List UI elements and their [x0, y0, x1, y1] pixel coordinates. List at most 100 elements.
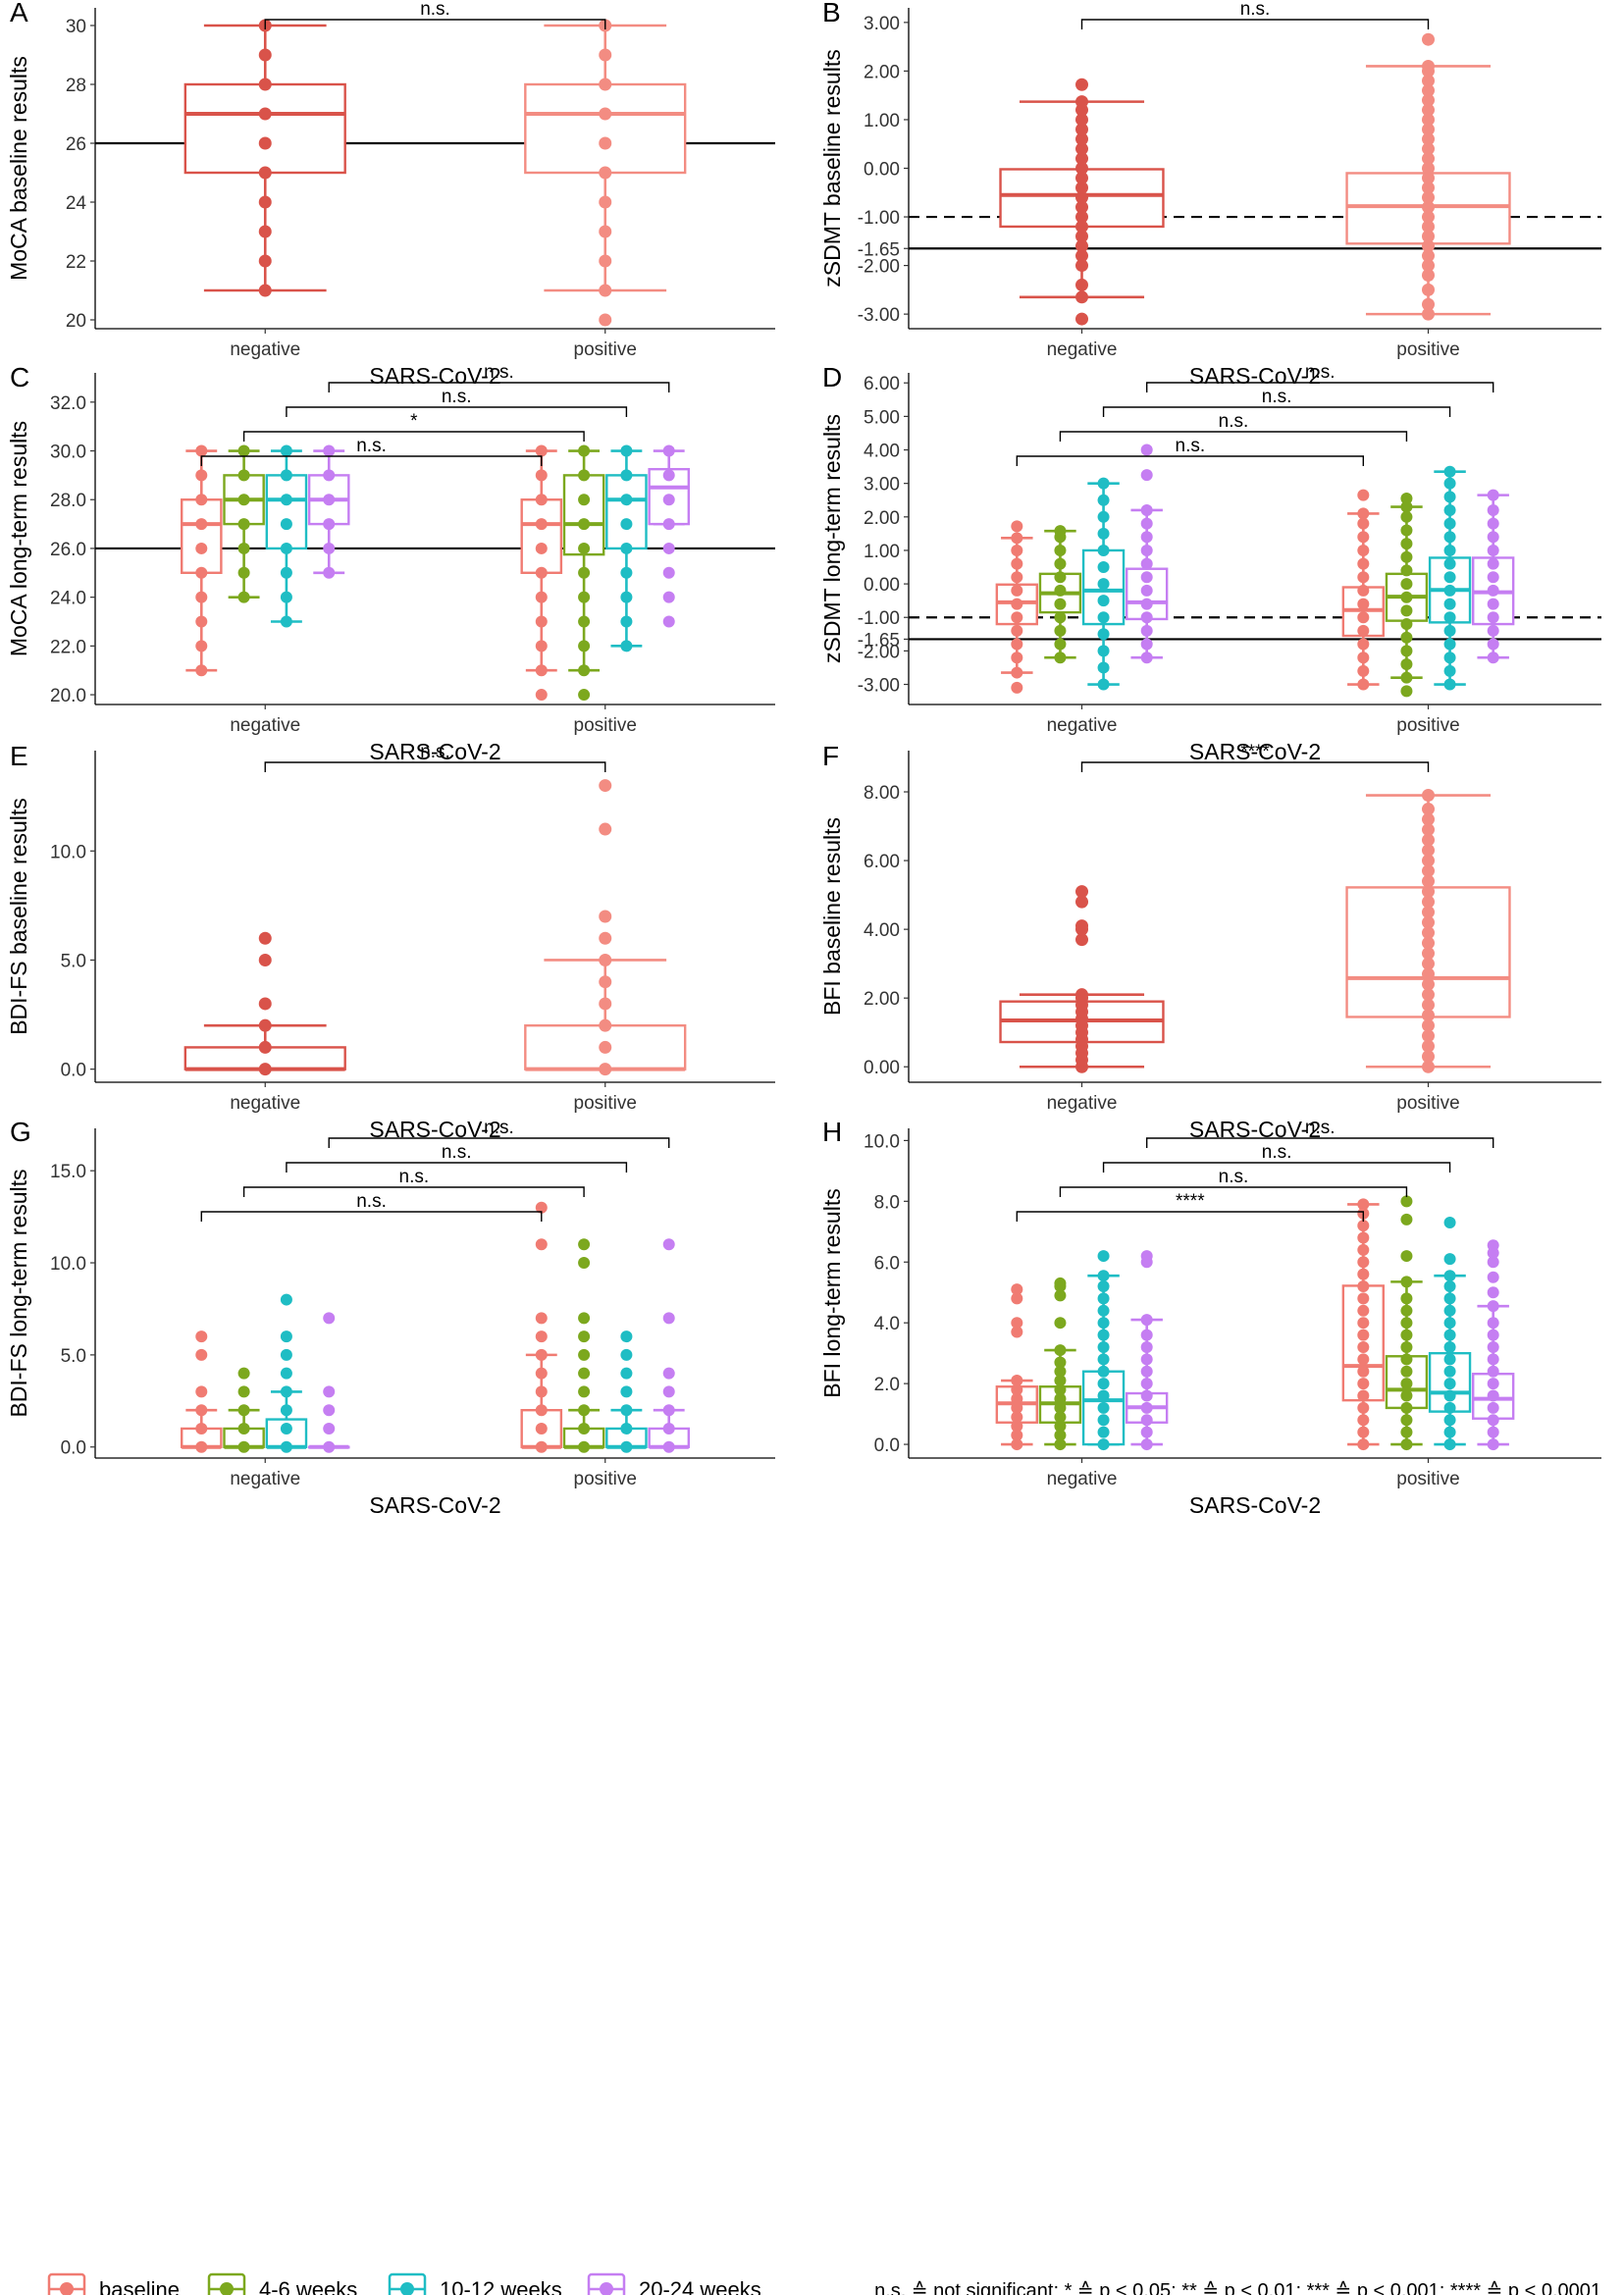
- box-negative-baseline: [999, 885, 1165, 1073]
- y-tick-label: 4.0: [874, 1314, 900, 1334]
- x-tick-label: negative: [1047, 1093, 1118, 1114]
- iqr-box: [605, 474, 648, 550]
- data-point: [1097, 611, 1110, 624]
- iqr-box: [524, 82, 687, 175]
- data-point: [1140, 1329, 1153, 1341]
- iqr-box: [562, 474, 605, 556]
- significance-bracket: n.s.: [286, 387, 628, 417]
- data-point: [1097, 1329, 1110, 1341]
- data-point: [1422, 1018, 1435, 1032]
- bracket-line: [200, 1211, 543, 1222]
- significance-bracket: n.s.: [1059, 1167, 1408, 1197]
- data-point: [1011, 652, 1023, 664]
- y-tick-label: 1.00: [864, 111, 900, 131]
- bracket-line: [264, 19, 606, 29]
- data-point: [1357, 652, 1370, 664]
- box-negative-baseline: [183, 19, 346, 297]
- data-point: [1400, 591, 1413, 603]
- box-positive-10-12-weeks: [1428, 465, 1472, 691]
- data-point: [1443, 611, 1456, 624]
- y-tick-label: -1.00: [858, 608, 900, 629]
- x-tick-label: positive: [1396, 715, 1459, 736]
- panel-label: C: [10, 362, 29, 392]
- data-point: [578, 640, 591, 652]
- data-point: [1097, 1438, 1110, 1451]
- box-negative-20-24-weeks: [307, 444, 350, 579]
- data-point: [323, 518, 336, 531]
- data-point: [578, 1330, 591, 1343]
- data-point: [1140, 611, 1153, 624]
- data-point: [1487, 638, 1499, 651]
- panel-e: 0.0 5.0 10.0 negative positive SARS-CoV-2 BDI-…: [6, 741, 775, 1142]
- data-point: [1422, 181, 1435, 194]
- data-point: [1422, 152, 1435, 166]
- data-point: [1400, 1414, 1413, 1427]
- data-point: [1011, 624, 1023, 637]
- data-point: [258, 284, 272, 297]
- data-point: [578, 1422, 591, 1434]
- significance-label: n.s.: [442, 387, 472, 407]
- data-point: [599, 910, 612, 923]
- bracket-line: [328, 382, 670, 392]
- data-point: [1075, 259, 1088, 273]
- data-point: [1097, 527, 1110, 540]
- data-point: [599, 107, 612, 121]
- box-negative-4-6-weeks: [223, 1367, 265, 1453]
- data-point: [1097, 1270, 1110, 1282]
- data-point: [258, 225, 272, 238]
- data-point: [1140, 469, 1153, 482]
- data-point: [1357, 664, 1370, 677]
- data-point: [1400, 1329, 1413, 1341]
- data-point: [280, 542, 292, 554]
- y-tick-label: 28.0: [50, 491, 86, 511]
- data-point: [1054, 598, 1067, 610]
- data-point: [1097, 661, 1110, 674]
- data-point: [195, 664, 208, 677]
- data-point: [1443, 1401, 1456, 1414]
- box-negative-baseline: [995, 520, 1038, 694]
- data-point: [1400, 1292, 1413, 1305]
- legend-item-baseline: baseline: [47, 2272, 180, 2295]
- data-point: [1422, 307, 1435, 321]
- data-point: [620, 615, 633, 628]
- data-point: [1357, 638, 1370, 651]
- significance-bracket: n.s.: [328, 1118, 670, 1148]
- data-point: [280, 494, 292, 506]
- panel-h: 0.0 2.0 4.0 6.0 8.0 10.0 negative positive SARS-…: [819, 1117, 1601, 1518]
- significance-bracket: n.s.: [1016, 436, 1365, 466]
- box-negative-20-24-weeks: [307, 1312, 350, 1453]
- y-tick-label: -1.00: [858, 208, 900, 229]
- data-point: [1487, 584, 1499, 597]
- data-point: [1443, 652, 1456, 664]
- data-point: [1097, 1340, 1110, 1353]
- data-point: [578, 1367, 591, 1380]
- data-point: [323, 1404, 336, 1417]
- y-axis-title: BFI baseline results: [819, 817, 845, 1016]
- data-point: [1443, 678, 1456, 691]
- data-point: [1357, 1280, 1370, 1293]
- x-axis-title: SARS-CoV-2: [369, 739, 500, 764]
- x-axis-title: SARS-CoV-2: [369, 363, 500, 389]
- data-point: [1075, 181, 1088, 194]
- data-point: [1422, 957, 1435, 970]
- x-tick-label: negative: [1047, 1469, 1118, 1489]
- significance-label: n.s.: [1305, 1118, 1336, 1138]
- data-point: [620, 469, 633, 482]
- y-tick-label: 30: [66, 17, 86, 37]
- bracket-line: [1102, 1162, 1451, 1173]
- data-point: [535, 640, 548, 652]
- y-tick-label: 22.0: [50, 637, 86, 657]
- data-point: [1075, 220, 1088, 234]
- data-point: [578, 1348, 591, 1361]
- data-point: [620, 1404, 633, 1417]
- box-positive-20-24-weeks: [648, 444, 691, 628]
- data-point: [620, 1440, 633, 1453]
- panel-c: 20.0 22.0 24.0 26.0 28.0 30.0 32.0 negative posi…: [6, 362, 775, 764]
- data-point: [1400, 1340, 1413, 1353]
- data-point: [1487, 1426, 1499, 1438]
- data-point: [1400, 1276, 1413, 1288]
- y-tick-label: -1.65: [858, 239, 900, 260]
- y-tick-label: 3.00: [864, 475, 900, 496]
- significance-bracket: n.s.: [264, 742, 606, 772]
